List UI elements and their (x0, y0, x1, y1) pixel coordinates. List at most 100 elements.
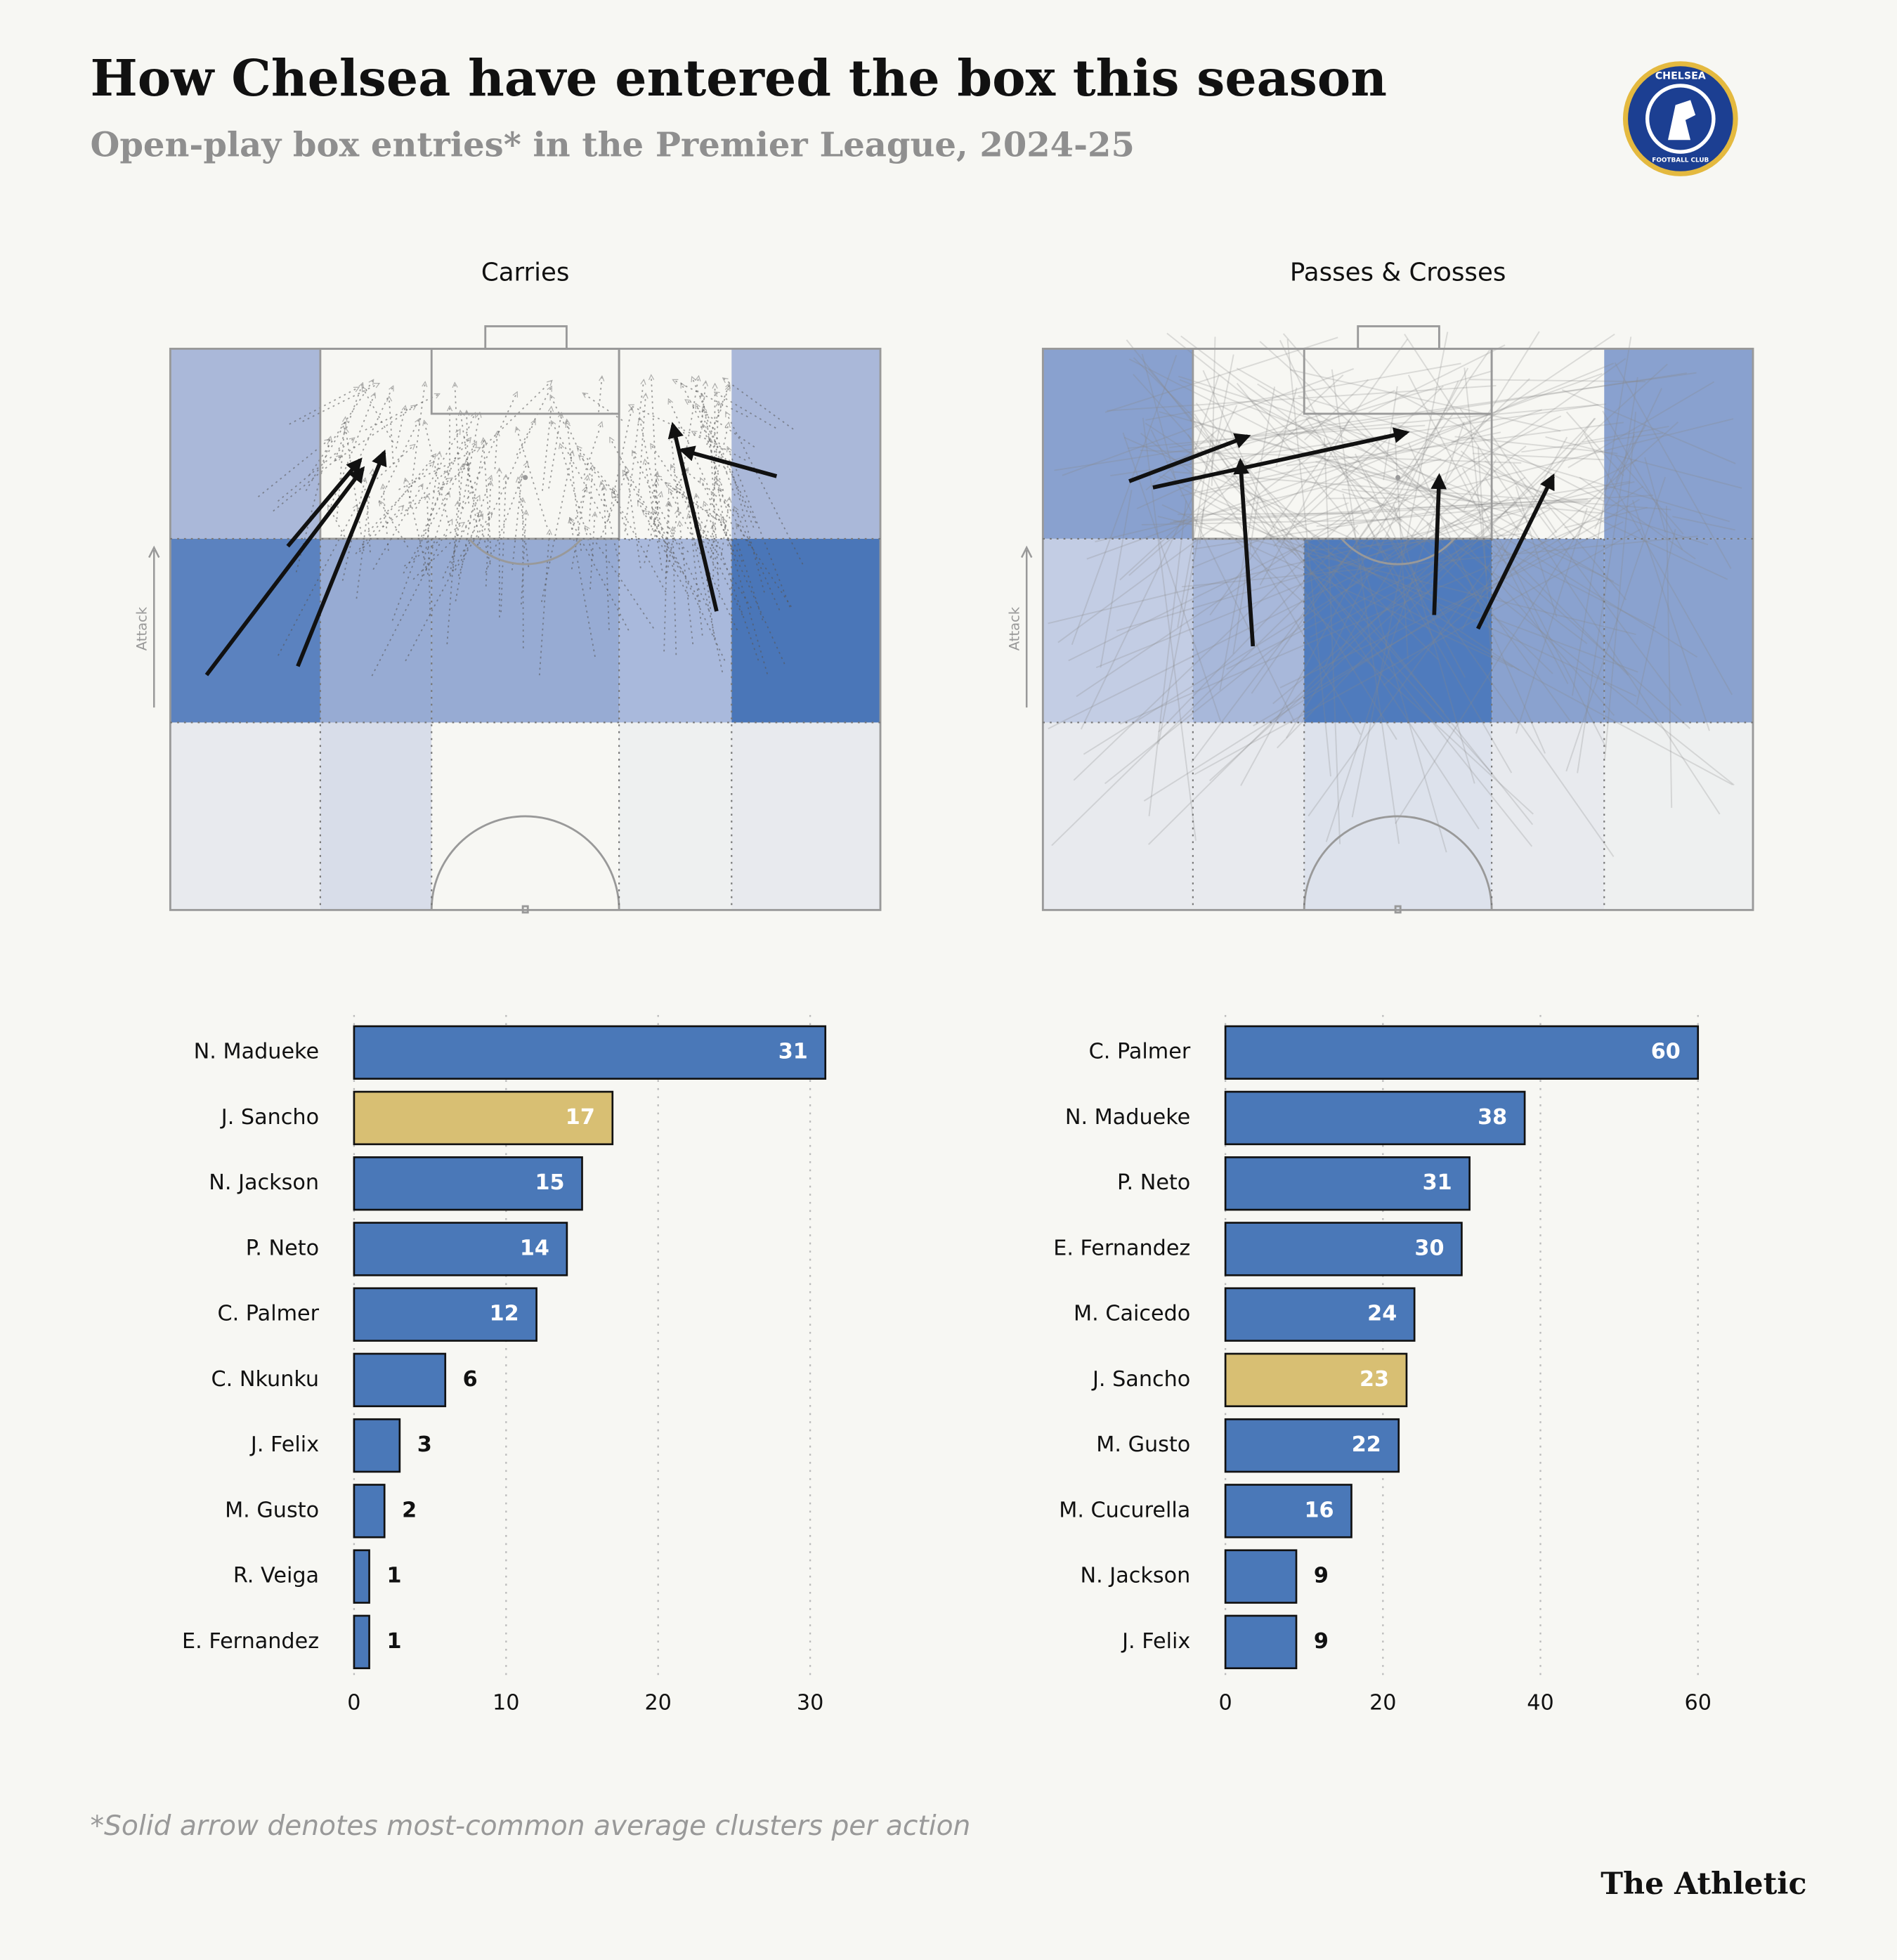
value-label: 2 (402, 1498, 417, 1522)
category-label: N. Jackson (209, 1170, 319, 1195)
pass-trace (1281, 418, 1734, 532)
bar (1224, 1352, 1408, 1408)
carry-trace (604, 486, 610, 630)
pass-trace (1426, 522, 1572, 722)
pass-trace (1285, 331, 1540, 739)
carry-trace (403, 523, 464, 567)
category-label: J. Sancho (220, 1105, 319, 1130)
pass-trace (1604, 412, 1637, 759)
pass-trace (1253, 498, 1641, 727)
zone (731, 538, 881, 723)
carry-trace (640, 418, 668, 558)
bar (1224, 1025, 1700, 1080)
pass-trace (1614, 362, 1732, 570)
zone (170, 538, 320, 723)
pass-trace (1148, 368, 1445, 713)
pass-trace (1133, 357, 1439, 660)
pass-trace (1251, 349, 1490, 694)
pass-trace (1364, 470, 1402, 523)
pass-trace (1180, 464, 1318, 497)
zone (320, 722, 432, 910)
center-spot (1394, 905, 1402, 914)
pass-trace (1107, 385, 1497, 412)
carry-trace (538, 530, 549, 676)
pass-trace (1159, 411, 1534, 521)
x-tick-label: 0 (1218, 1691, 1232, 1716)
pass-trace (1577, 377, 1638, 773)
category-label: J. Sancho (1091, 1367, 1190, 1392)
carry-trace (600, 473, 626, 538)
center-spot (521, 905, 529, 914)
x-tick-label: 30 (797, 1691, 823, 1716)
carry-trace (460, 411, 481, 549)
pass-trace (1086, 372, 1603, 560)
carry-trace (516, 428, 548, 528)
carry-trace (334, 384, 363, 461)
category-label: N. Jackson (1080, 1564, 1190, 1588)
carry-trace (466, 462, 491, 565)
pass-trace (1180, 335, 1588, 644)
pass-trace (1469, 379, 1646, 383)
pass-trace (1602, 410, 1683, 550)
carry-trace (365, 394, 439, 431)
pass-trace (1286, 339, 1331, 777)
category-label: M. Gusto (1096, 1432, 1190, 1457)
carry-trace (367, 493, 371, 553)
pass-trace (1051, 378, 1530, 847)
pass-trace (1199, 507, 1205, 544)
pass-trace (1141, 518, 1402, 525)
carry-trace (440, 438, 470, 478)
zone (731, 348, 881, 539)
pass-trace (1240, 367, 1469, 786)
bar (1224, 1090, 1526, 1146)
pass-trace (1279, 521, 1624, 688)
carry-trace (589, 466, 592, 522)
pass-trace (1491, 434, 1558, 533)
pass-trace (1236, 382, 1360, 535)
carry-trace (665, 483, 712, 515)
pass-trace (1071, 355, 1178, 645)
zone (320, 348, 432, 539)
pass-trace (1127, 403, 1607, 450)
bar (1224, 1418, 1400, 1473)
carry-trace (601, 483, 620, 562)
pass-trace (1177, 433, 1213, 628)
pass-trace (1395, 424, 1647, 824)
carry-trace (566, 423, 605, 507)
cluster-arrow (1430, 473, 1447, 615)
pass-trace (1631, 499, 1710, 731)
carry-trace (462, 393, 517, 510)
bar (1224, 1156, 1471, 1211)
title: How Chelsea have entered the box this se… (90, 48, 1386, 107)
pitch-map: Carries Attack (134, 259, 882, 914)
club-logo: CHELSEA FOOTBALL CLUB (1622, 61, 1738, 176)
carry-trace (679, 522, 694, 645)
bar (353, 1222, 568, 1276)
carry-trace (353, 386, 393, 471)
pass-trace (1095, 502, 1501, 669)
pass-trace (1208, 363, 1668, 782)
pass-trace (1579, 476, 1696, 560)
category-label: M. Cucurella (1059, 1498, 1190, 1522)
pass-trace (1076, 333, 1615, 698)
pass-trace (1189, 374, 1220, 465)
carry-trace (500, 476, 506, 613)
carry-trace (289, 388, 358, 425)
pass-trace (1615, 433, 1636, 483)
pass-trace (1395, 391, 1605, 502)
pass-trace (1367, 524, 1513, 773)
cluster-arrow (204, 466, 365, 677)
carry-trace (710, 402, 719, 558)
pass-trace (1275, 387, 1298, 466)
pass-trace (1291, 433, 1386, 521)
category-label: C. Palmer (217, 1302, 319, 1326)
penalty-spot (1395, 475, 1401, 481)
pass-trace (1286, 422, 1624, 466)
entry-lines (257, 375, 804, 677)
attack-label: Attack (134, 606, 150, 651)
pass-trace (1142, 417, 1197, 841)
carry-trace (722, 517, 769, 674)
pass-trace (1665, 506, 1673, 808)
category-label: R. Veiga (233, 1564, 319, 1588)
carry-trace (655, 481, 656, 537)
